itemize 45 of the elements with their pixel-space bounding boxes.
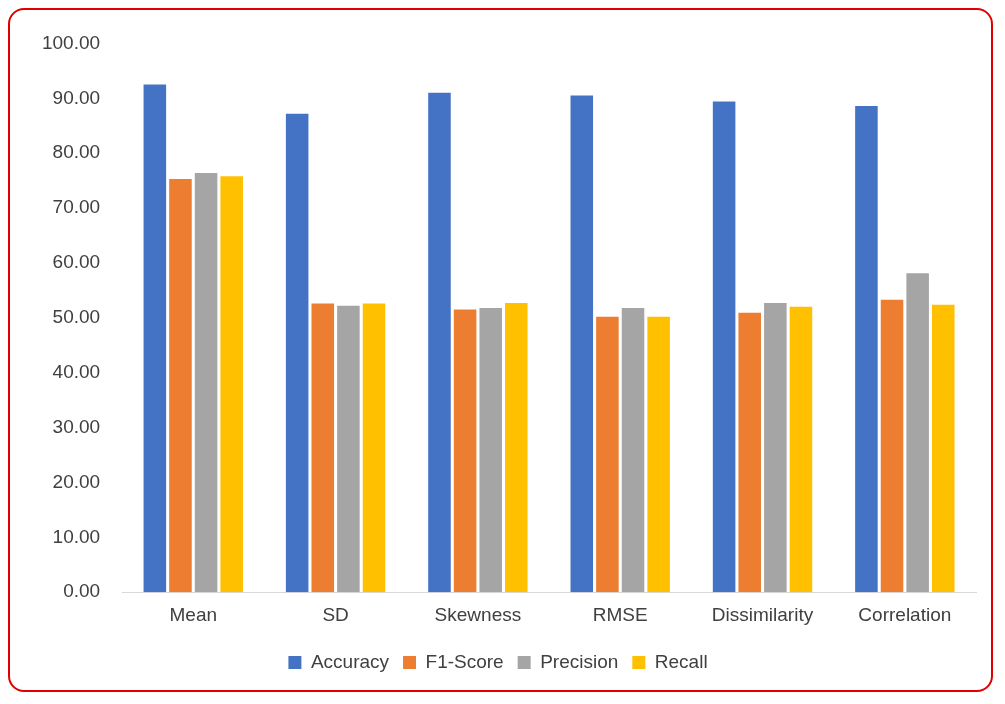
y-tick-label: 100.00	[41, 31, 101, 53]
bar	[789, 306, 813, 593]
bar	[337, 305, 360, 593]
legend-label: Recall	[654, 650, 708, 672]
x-tick-label: Dissimilarity	[711, 603, 814, 625]
bar	[855, 105, 878, 593]
bar	[311, 303, 335, 593]
bar	[362, 303, 386, 593]
bar	[285, 113, 309, 593]
bar	[906, 273, 929, 593]
legend-label: Accuracy	[310, 650, 390, 672]
y-tick-label: 0.00	[63, 580, 101, 602]
y-tick-label: 50.00	[52, 306, 101, 328]
x-tick-label: RMSE	[592, 603, 648, 625]
bar	[764, 302, 787, 593]
bar	[428, 92, 451, 593]
y-tick-label: 20.00	[52, 470, 101, 492]
bar	[453, 309, 477, 593]
bar	[169, 178, 192, 593]
x-tick-label: SD	[322, 603, 349, 625]
bar	[738, 312, 761, 593]
y-tick-label: 80.00	[52, 141, 101, 163]
bar	[647, 316, 670, 593]
y-tick-label: 40.00	[52, 360, 101, 382]
y-tick-label: 10.00	[52, 525, 101, 547]
x-tick-label: Correlation	[858, 603, 952, 625]
bar	[479, 307, 502, 593]
y-tick-label: 90.00	[52, 86, 101, 108]
legend-label: F1-Score	[425, 650, 504, 672]
bar	[220, 176, 243, 593]
bar	[596, 316, 619, 593]
bar	[570, 95, 594, 593]
bar	[143, 84, 167, 593]
y-tick-label: 30.00	[52, 415, 101, 437]
x-tick-label: Mean	[169, 603, 218, 625]
bar	[505, 302, 528, 593]
bar	[932, 304, 955, 593]
y-tick-label: 60.00	[52, 251, 101, 273]
bar	[880, 299, 904, 593]
y-tick-label: 70.00	[52, 196, 101, 218]
x-tick-label: Skewness	[434, 603, 522, 625]
bar	[712, 101, 736, 593]
bar	[621, 307, 645, 593]
bar	[194, 172, 218, 593]
legend-label: Precision	[540, 650, 619, 672]
